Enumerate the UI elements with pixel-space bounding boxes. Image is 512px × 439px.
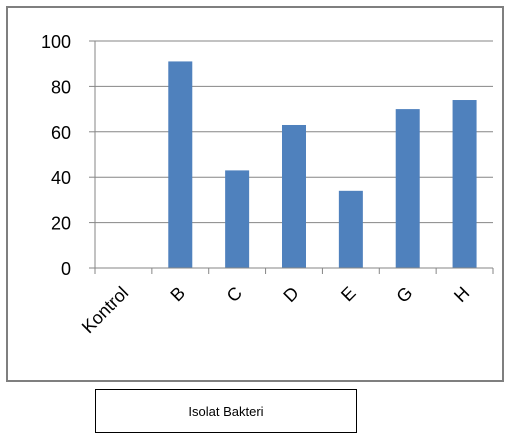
- y-tick-label: 80: [51, 77, 71, 97]
- y-tick-labels: 0 20 40 60 80 100: [41, 32, 71, 279]
- bar-c: [225, 170, 250, 268]
- y-tick-label: 60: [51, 123, 71, 143]
- y-tick-label: 40: [51, 168, 71, 188]
- x-tick-label: E: [337, 283, 360, 306]
- x-tick-label: B: [166, 283, 189, 306]
- bar-g: [395, 109, 420, 268]
- bar-d: [282, 124, 306, 269]
- x-tick-label: D: [279, 283, 302, 306]
- bar-b: [168, 61, 193, 269]
- bar-h: [452, 100, 477, 269]
- bars-layer: [168, 61, 477, 269]
- y-tick-label: 0: [61, 259, 71, 279]
- x-tick-label: C: [223, 283, 246, 306]
- x-tick-label: H: [450, 283, 473, 306]
- y-tick-label: 100: [41, 32, 71, 52]
- x-axis-title: Isolat Bakteri: [95, 389, 357, 433]
- axis-layer: [89, 40, 494, 274]
- x-axis-title-text: Isolat Bakteri: [188, 403, 264, 419]
- x-tick-labels: Kontrol B C D E G H: [78, 283, 474, 337]
- x-tick-label: Kontrol: [78, 283, 132, 337]
- bar-e: [338, 190, 363, 268]
- chart-frame: [6, 6, 504, 382]
- x-tick-label: G: [392, 283, 416, 307]
- y-tick-label: 20: [51, 214, 71, 234]
